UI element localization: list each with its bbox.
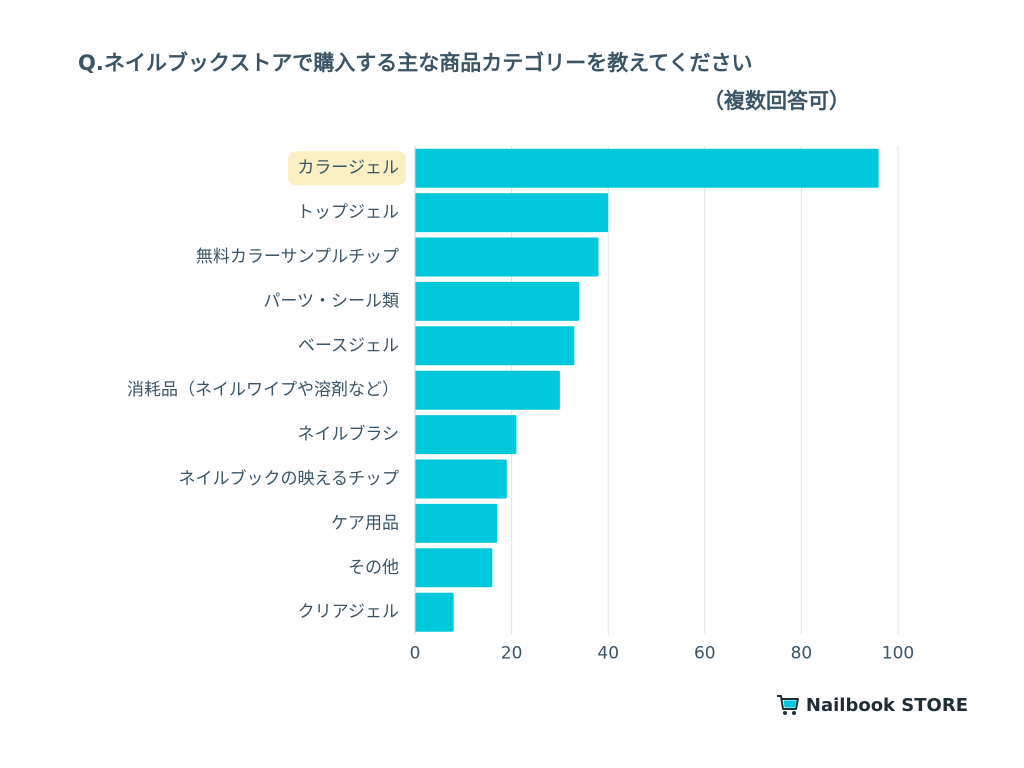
x-tick-label: 60	[694, 643, 716, 663]
category-label: 消耗品（ネイルワイプや溶剤など）	[127, 380, 399, 400]
chart-title: Q.ネイルブックストアで購入する主な商品カテゴリーを教えてください （複数回答可…	[78, 44, 858, 120]
category-label: カラージェル	[297, 158, 399, 178]
x-tick-label: 40	[597, 643, 619, 663]
x-tick-label: 20	[501, 643, 523, 663]
bar	[415, 415, 517, 455]
bar	[415, 370, 560, 410]
bar	[415, 503, 498, 543]
x-tick-label: 0	[410, 643, 421, 663]
brand-name: Nailbook STORE	[805, 694, 968, 716]
category-label: ネイルブラシ	[297, 424, 399, 445]
bar	[415, 281, 580, 321]
bar	[415, 326, 575, 366]
chart-title-line2: （複数回答可）	[703, 89, 850, 113]
brand-logo: Nailbook STORE	[776, 694, 968, 716]
category-label: クリアジェル	[298, 602, 399, 622]
category-label: ベースジェル	[298, 336, 399, 356]
bar	[415, 237, 599, 277]
chart-title-line1: Q.ネイルブックストアで購入する主な商品カテゴリーを教えてください	[78, 51, 753, 75]
x-tick-label: 80	[791, 643, 813, 663]
shopping-cart-icon	[776, 695, 799, 715]
category-label: その他	[348, 558, 399, 578]
category-label: ケア用品	[331, 513, 399, 533]
bar	[415, 193, 609, 233]
category-label: トップジェル	[297, 203, 399, 223]
bar-chart: カラージェルトップジェル無料カラーサンプルチップパーツ・シール類ベースジェル消耗…	[127, 146, 914, 663]
bar	[415, 459, 507, 499]
category-highlight	[288, 151, 406, 186]
category-label: パーツ・シール類	[263, 291, 399, 311]
bar	[415, 148, 879, 188]
category-label: ネイルブックの映えるチップ	[179, 468, 400, 489]
bar	[415, 592, 454, 632]
x-tick-label: 100	[882, 643, 914, 663]
category-label: 無料カラーサンプルチップ	[196, 247, 399, 267]
bar	[415, 548, 493, 588]
